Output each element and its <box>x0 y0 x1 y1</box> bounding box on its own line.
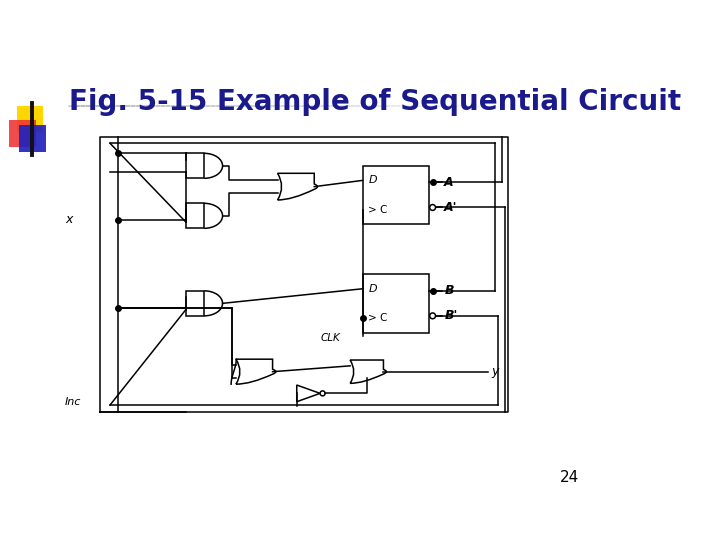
Text: D: D <box>369 284 377 294</box>
Bar <box>17 106 43 132</box>
Text: 24: 24 <box>560 470 580 485</box>
Circle shape <box>430 313 436 319</box>
PathPatch shape <box>186 291 204 316</box>
Text: Inc: Inc <box>65 397 81 407</box>
PathPatch shape <box>278 173 318 200</box>
PathPatch shape <box>186 204 204 228</box>
Bar <box>363 274 429 333</box>
Circle shape <box>430 205 436 211</box>
Text: Fig. 5-15 Example of Sequential Circuit: Fig. 5-15 Example of Sequential Circuit <box>69 89 681 117</box>
Circle shape <box>320 391 325 396</box>
Text: x: x <box>65 213 73 226</box>
Text: A: A <box>444 176 454 189</box>
Text: D: D <box>369 176 377 185</box>
Text: > C: > C <box>369 313 388 323</box>
Bar <box>363 166 429 224</box>
Text: y: y <box>492 365 499 378</box>
PathPatch shape <box>350 360 387 383</box>
Polygon shape <box>297 385 320 402</box>
Text: A': A' <box>444 201 458 214</box>
Text: B: B <box>444 285 454 298</box>
Text: B': B' <box>444 309 458 322</box>
Text: CLK: CLK <box>321 333 341 343</box>
PathPatch shape <box>186 153 204 178</box>
Bar <box>19 125 46 152</box>
Bar <box>9 120 36 147</box>
Text: > C: > C <box>369 205 388 214</box>
PathPatch shape <box>236 359 276 384</box>
